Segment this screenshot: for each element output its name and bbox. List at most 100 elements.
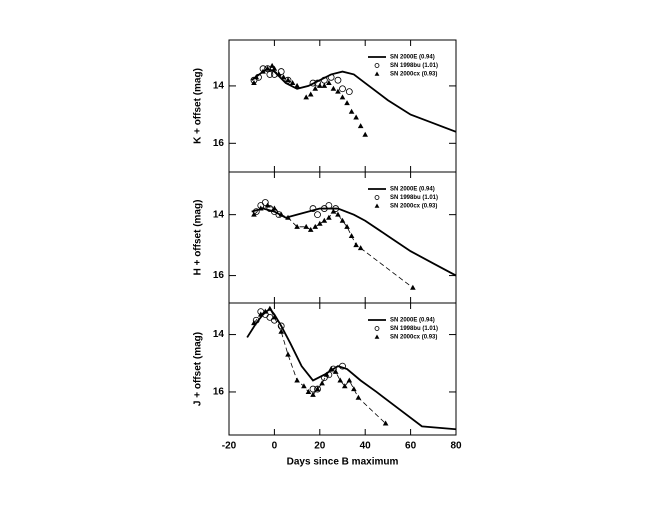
triangle-marker [278, 211, 285, 217]
circle-marker [252, 316, 260, 324]
triangle-marker [271, 314, 278, 320]
triangle-marker [335, 211, 341, 217]
triangle-marker [251, 211, 257, 217]
triangle-marker [321, 217, 328, 223]
triangle-marker [335, 88, 341, 94]
x-tick-label: 60 [405, 441, 417, 452]
triangle-marker [362, 131, 368, 137]
y-tick-label: 16 [213, 387, 225, 398]
triangle-marker [344, 223, 350, 229]
triangle-marker [294, 82, 300, 88]
y-tick-label: 16 [213, 138, 225, 149]
triangle-marker [307, 91, 314, 97]
series-line [253, 205, 414, 289]
triangle-marker [257, 205, 264, 211]
circle-marker [266, 71, 274, 78]
triangle-marker [382, 420, 389, 426]
triangle-marker [303, 94, 309, 100]
triangle-marker [351, 386, 357, 392]
triangle-marker [276, 71, 282, 77]
triangle-marker [317, 82, 323, 88]
triangle-marker [305, 388, 312, 394]
x-tick-label: 40 [360, 441, 372, 452]
triangle-marker [339, 217, 346, 223]
triangle-marker [330, 85, 337, 91]
triangle-marker [285, 214, 291, 220]
series-line [253, 308, 386, 424]
triangle-marker [267, 305, 273, 311]
triangle-marker [271, 205, 278, 211]
triangle-marker [337, 377, 344, 383]
x-tick-label: -20 [222, 441, 237, 452]
triangle-marker [321, 82, 328, 88]
triangle-marker [264, 65, 271, 71]
y-tick-label: 14 [213, 209, 225, 220]
y-tick-label: 14 [213, 329, 225, 340]
circle-marker [334, 76, 342, 84]
triangle-marker [344, 100, 350, 106]
triangle-marker [357, 245, 364, 251]
legend-marker [374, 326, 380, 331]
triangle-marker [330, 208, 337, 214]
triangle-marker [310, 391, 316, 397]
triangle-marker [307, 226, 314, 232]
y-axis-label: H + offset (mag) [193, 200, 204, 276]
x-tick-label: 0 [272, 441, 278, 452]
triangle-marker [294, 223, 300, 229]
triangle-marker [346, 377, 353, 383]
legend-label: SN 2000E (0.94) [390, 318, 435, 324]
triangle-marker [312, 223, 319, 229]
legend-marker [374, 203, 380, 208]
circle-marker [266, 313, 274, 321]
triangle-marker [312, 85, 319, 91]
x-tick-label: 80 [450, 441, 462, 452]
y-tick-label: 14 [213, 81, 225, 92]
circle-marker [314, 211, 321, 219]
triangle-marker [285, 351, 291, 357]
circle-marker [345, 88, 353, 96]
legend-marker [374, 71, 380, 76]
y-axis-label: K + offset (mag) [193, 68, 204, 144]
y-axis-label: J + offset (mag) [193, 332, 204, 406]
circle-marker [309, 79, 317, 87]
legend-label: SN 2000cx (0.93) [390, 72, 437, 78]
triangle-marker [355, 394, 362, 400]
triangle-marker [251, 80, 257, 86]
triangle-marker [326, 214, 332, 220]
triangle-marker [257, 311, 264, 317]
x-axis-label: Days since B maximum [287, 457, 399, 468]
triangle-marker [348, 232, 355, 238]
circle-marker [314, 79, 321, 87]
circle-marker [277, 68, 285, 75]
triangle-marker [353, 114, 359, 120]
legend-label: SN 2000E (0.94) [390, 55, 435, 61]
triangle-marker [410, 284, 416, 290]
circle-marker [309, 205, 317, 212]
triangle-marker [278, 328, 285, 334]
series-line [251, 207, 456, 277]
triangle-marker [251, 320, 257, 326]
x-tick-label: 20 [314, 441, 326, 452]
triangle-marker [326, 80, 332, 86]
circle-marker [339, 85, 346, 93]
legend-label: SN 2000E (0.94) [390, 187, 435, 193]
triangle-marker [253, 74, 260, 80]
triangle-marker [303, 223, 309, 229]
legend-label: SN 1998bu (1.01) [390, 195, 438, 201]
triangle-marker [260, 68, 266, 74]
legend-label: SN 2000cx (0.93) [390, 335, 437, 341]
legend-marker [374, 63, 380, 68]
triangle-marker [339, 94, 346, 100]
circle-marker [320, 205, 328, 212]
triangle-marker [328, 366, 334, 371]
legend-label: SN 1998bu (1.01) [390, 326, 438, 332]
triangle-marker [269, 62, 275, 68]
triangle-marker [264, 202, 271, 208]
y-tick-label: 16 [213, 270, 225, 281]
circle-marker [327, 73, 335, 81]
circle-marker [325, 202, 333, 209]
triangle-marker [357, 123, 364, 129]
triangle-marker [314, 386, 321, 392]
